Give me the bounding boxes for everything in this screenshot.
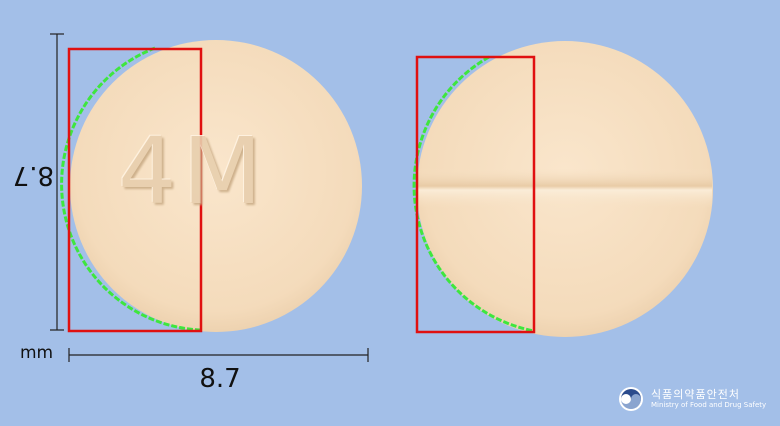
mfds-logo-icon [619,387,643,411]
mfds-name-english: Ministry of Food and Drug Safety [651,401,767,409]
mfds-name-korean: 식품의약품안전처 [651,388,740,401]
pill-front [70,40,362,332]
width-label: 8.7 [199,364,241,394]
edge-trace-front [60,46,201,332]
pill-score-line [418,168,712,208]
bounding-box-front [67,47,203,333]
unit-label: mm [20,343,54,363]
pill-imprint: 4M [118,118,268,225]
height-label: 8.7 [12,160,54,190]
bounding-box-back [415,55,536,334]
